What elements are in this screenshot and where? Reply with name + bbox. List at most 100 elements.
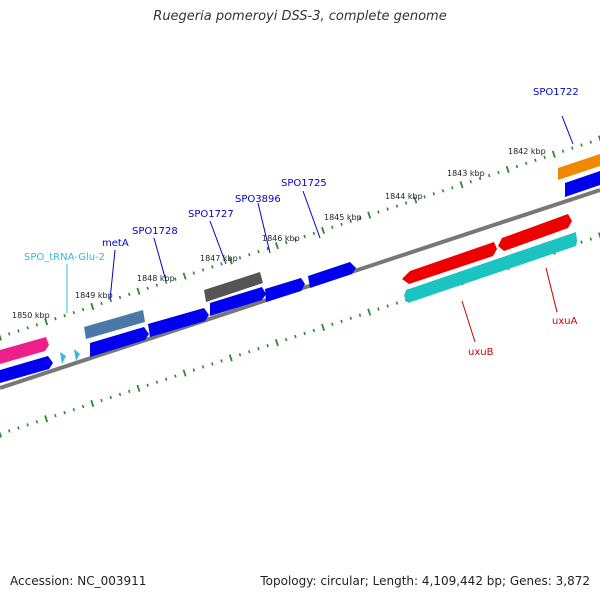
tick-mark — [72, 310, 76, 315]
gene-arrow-orange[interactable] — [558, 154, 600, 180]
tick-mark — [589, 140, 592, 144]
gene-arrow-uxua[interactable] — [498, 214, 572, 251]
gene-arrow-magenta[interactable] — [0, 337, 49, 364]
tick-mark — [211, 265, 214, 269]
tick-mark — [505, 165, 510, 174]
label-spo1727[interactable]: SPO1727 — [188, 209, 234, 220]
label-meta[interactable]: metA — [102, 238, 129, 249]
label-uxub[interactable]: uxuB — [468, 347, 494, 358]
tick-mark — [580, 143, 583, 147]
tick-mark — [321, 323, 326, 331]
tick-mark — [81, 404, 85, 409]
tick-mark — [35, 420, 39, 424]
label-spo1728[interactable]: SPO1728 — [132, 226, 178, 237]
tick-mark — [136, 384, 141, 392]
tick-mark — [146, 286, 149, 290]
tick-mark — [386, 207, 389, 211]
tick-label-1847: 1847 kbp — [200, 254, 238, 263]
tick-mark — [128, 292, 131, 297]
gene-arrow-spo1725[interactable] — [308, 262, 356, 288]
tick-mark — [543, 155, 546, 159]
tick-mark — [257, 347, 260, 351]
gene-arrow-spo3896[interactable] — [265, 278, 305, 302]
gene-arrow-spo1728[interactable] — [148, 308, 209, 337]
tick-mark — [294, 334, 297, 339]
gene-arrow-cyan[interactable] — [404, 232, 577, 303]
tick-label-1845: 1845 kbp — [324, 213, 362, 222]
tick-mark — [423, 195, 426, 199]
trna-arrow-1[interactable] — [60, 352, 66, 364]
tick-mark — [497, 170, 500, 175]
tick-labels: 1850 kbp 1849 kbp 1848 kbp 1847 kbp 1846… — [12, 147, 546, 320]
tick-mark — [459, 181, 464, 189]
tick-label-1842: 1842 kbp — [508, 147, 546, 156]
tick-mark — [413, 196, 418, 204]
tick-mark — [358, 313, 362, 317]
gene-arrow-blue-far-left[interactable] — [0, 356, 53, 383]
tick-mark — [312, 328, 316, 333]
tick-mark — [174, 277, 177, 281]
label-uxua[interactable]: uxuA — [552, 316, 578, 327]
tick-mark — [35, 323, 39, 327]
tick-mark — [128, 389, 131, 394]
tick-mark — [8, 429, 11, 433]
gene-arrow-uxub[interactable] — [402, 242, 497, 284]
tick-mark — [266, 246, 269, 251]
tick-mark — [441, 189, 445, 193]
gene-arrow-meta[interactable] — [84, 310, 145, 339]
tick-mark — [192, 271, 196, 275]
tick-mark — [44, 318, 49, 326]
tick-mark — [451, 186, 454, 190]
tick-mark — [155, 283, 159, 287]
tick-mark — [284, 240, 288, 245]
tick-mark — [266, 343, 269, 348]
tick-mark — [182, 272, 187, 280]
map-title: Ruegeria pomeroyi DSS-3, complete genome — [153, 9, 447, 24]
tick-mark — [589, 237, 592, 241]
tick-mark — [26, 326, 29, 330]
tick-mark — [201, 268, 205, 272]
gene-arrow-blue-spo1722[interactable] — [565, 171, 600, 197]
tick-mark — [404, 201, 408, 205]
tick-mark — [340, 319, 343, 323]
tick-mark — [238, 353, 242, 357]
tick-mark — [274, 339, 279, 347]
tick-mark — [136, 287, 141, 295]
tick-mark — [331, 225, 334, 230]
tick-mark — [90, 302, 95, 311]
tick-label-1848: 1848 kbp — [137, 274, 175, 283]
tick-mark — [367, 211, 372, 219]
tick-mark — [164, 280, 168, 284]
tick-mark — [386, 304, 389, 308]
gene-arrow-grey[interactable] — [204, 272, 263, 302]
gene-arrow-spo1727[interactable] — [210, 287, 266, 316]
tick-mark — [90, 399, 95, 408]
tick-mark — [220, 359, 223, 363]
tick-mark — [26, 423, 29, 427]
tick-mark — [571, 146, 574, 150]
label-spo3896[interactable]: SPO3896 — [235, 194, 281, 205]
tick-mark — [598, 232, 600, 239]
tick-mark — [228, 257, 233, 265]
tick-mark — [358, 216, 362, 220]
tick-mark — [321, 226, 326, 234]
tick-mark — [54, 317, 57, 321]
trna-arrow-2[interactable] — [74, 349, 80, 361]
tick-mark — [303, 331, 306, 336]
tick-mark — [367, 308, 372, 316]
tick-mark — [524, 161, 528, 166]
tick-mark — [109, 395, 112, 400]
label-trna-glu-2[interactable]: SPO_tRNA-Glu-2 — [24, 252, 105, 263]
tick-mark — [248, 253, 251, 257]
tick-mark — [63, 411, 66, 415]
topology-text: Topology: circular; Length: 4,109,442 bp… — [260, 574, 590, 588]
accession-text: Accession: NC_003911 — [10, 574, 147, 588]
tick-label-1843: 1843 kbp — [447, 169, 485, 178]
gene-arrow-blue-left[interactable] — [90, 327, 149, 357]
gene-features — [0, 154, 600, 383]
label-spo1722[interactable]: SPO1722 — [533, 87, 579, 98]
tick-mark — [0, 431, 2, 438]
label-spo1725[interactable]: SPO1725 — [281, 178, 327, 189]
tick-mark — [182, 369, 187, 377]
